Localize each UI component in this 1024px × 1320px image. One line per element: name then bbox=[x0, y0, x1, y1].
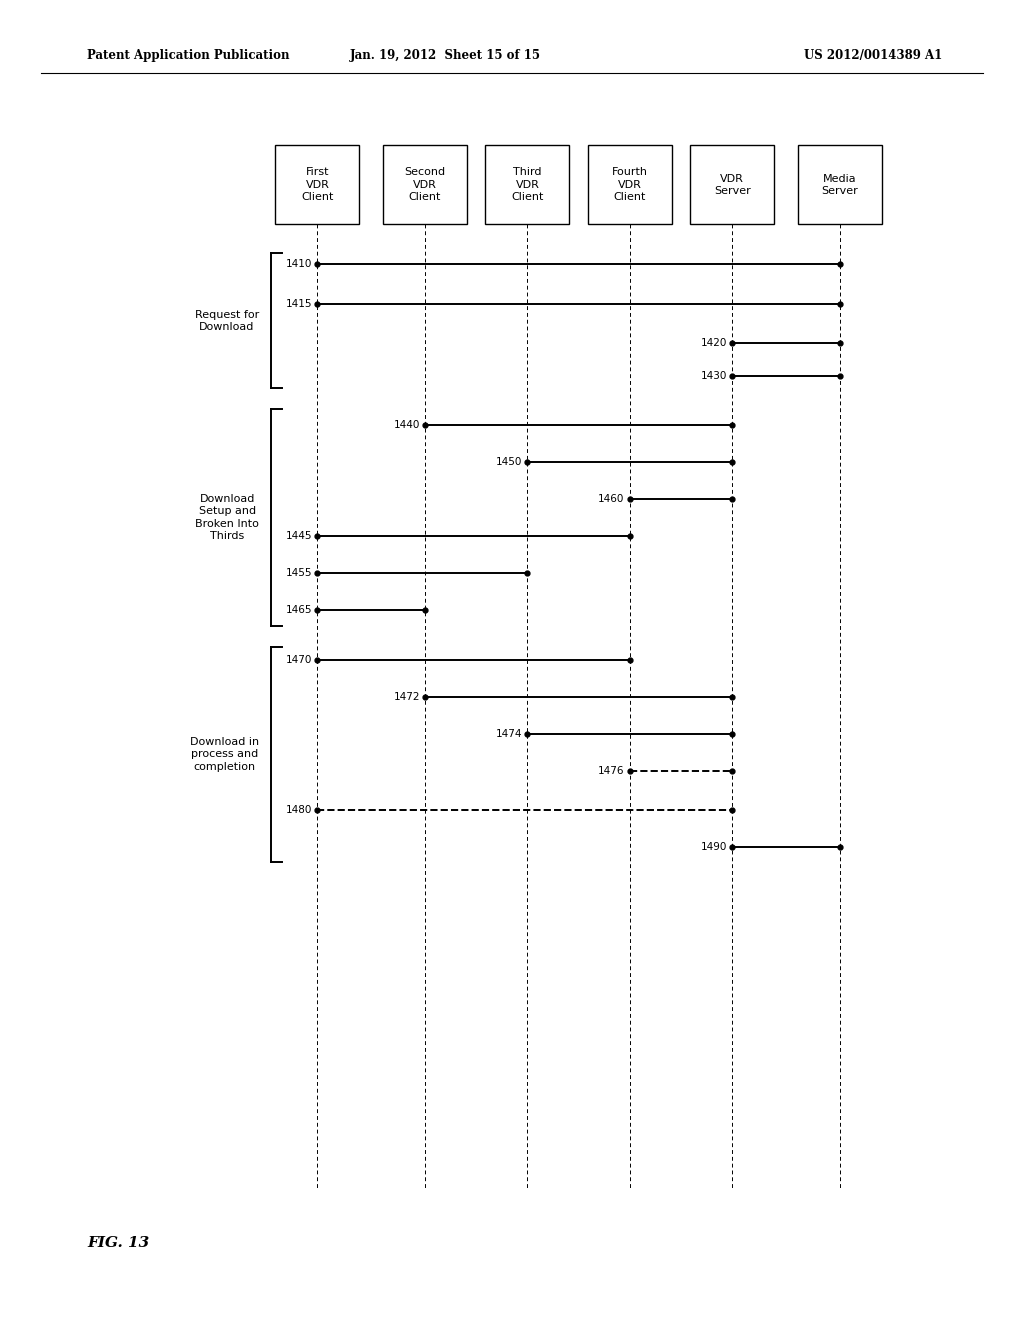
Text: Fourth
VDR
Client: Fourth VDR Client bbox=[611, 168, 648, 202]
Text: 1470: 1470 bbox=[286, 655, 312, 665]
FancyBboxPatch shape bbox=[588, 145, 672, 224]
Text: 1445: 1445 bbox=[286, 531, 312, 541]
FancyBboxPatch shape bbox=[690, 145, 774, 224]
Text: Download in
process and
completion: Download in process and completion bbox=[189, 737, 259, 772]
FancyBboxPatch shape bbox=[383, 145, 467, 224]
Text: 1465: 1465 bbox=[286, 605, 312, 615]
Text: 1476: 1476 bbox=[598, 766, 625, 776]
Text: 1490: 1490 bbox=[700, 842, 727, 853]
Text: 1410: 1410 bbox=[286, 259, 312, 269]
FancyBboxPatch shape bbox=[798, 145, 882, 224]
Text: 1480: 1480 bbox=[286, 805, 312, 816]
Text: 1430: 1430 bbox=[700, 371, 727, 381]
Text: 1455: 1455 bbox=[286, 568, 312, 578]
Text: Patent Application Publication: Patent Application Publication bbox=[87, 49, 290, 62]
Text: 1460: 1460 bbox=[598, 494, 625, 504]
Text: 1420: 1420 bbox=[700, 338, 727, 348]
Text: FIG. 13: FIG. 13 bbox=[87, 1237, 150, 1250]
Text: Media
Server: Media Server bbox=[821, 174, 858, 195]
Text: Jan. 19, 2012  Sheet 15 of 15: Jan. 19, 2012 Sheet 15 of 15 bbox=[350, 49, 541, 62]
Text: Download
Setup and
Broken Into
Thirds: Download Setup and Broken Into Thirds bbox=[196, 494, 259, 541]
Text: 1450: 1450 bbox=[496, 457, 522, 467]
Text: 1472: 1472 bbox=[393, 692, 420, 702]
Text: Second
VDR
Client: Second VDR Client bbox=[404, 168, 445, 202]
Text: Third
VDR
Client: Third VDR Client bbox=[511, 168, 544, 202]
Text: 1474: 1474 bbox=[496, 729, 522, 739]
FancyBboxPatch shape bbox=[485, 145, 569, 224]
FancyBboxPatch shape bbox=[275, 145, 359, 224]
Text: VDR
Server: VDR Server bbox=[714, 174, 751, 195]
Text: First
VDR
Client: First VDR Client bbox=[301, 168, 334, 202]
Text: Request for
Download: Request for Download bbox=[195, 310, 259, 331]
Text: 1415: 1415 bbox=[286, 298, 312, 309]
Text: 1440: 1440 bbox=[393, 420, 420, 430]
Text: US 2012/0014389 A1: US 2012/0014389 A1 bbox=[804, 49, 942, 62]
